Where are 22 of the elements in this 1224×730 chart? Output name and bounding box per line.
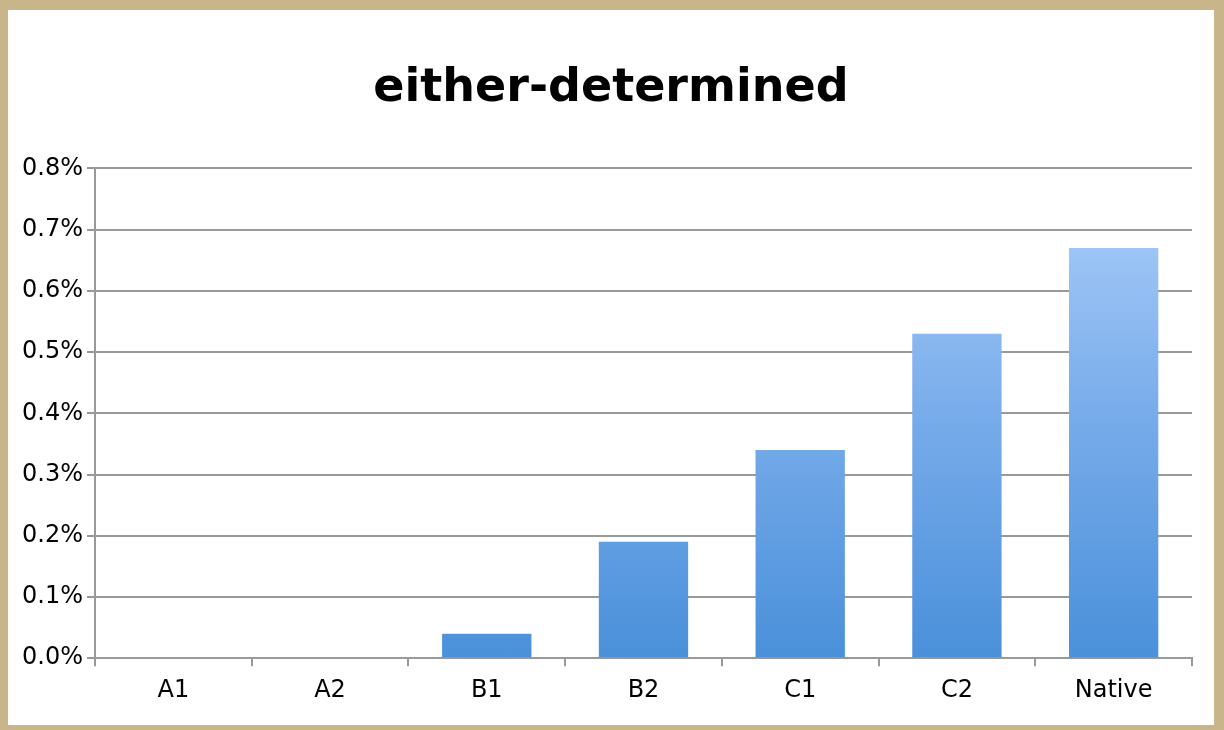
bar (755, 450, 845, 658)
x-tick-label: B2 (627, 674, 660, 703)
y-tick-label: 0.2% (21, 519, 83, 548)
x-tick-label: C2 (940, 674, 973, 703)
y-tick-label: 0.0% (21, 642, 83, 671)
chart-title: either-determined (372, 58, 850, 112)
bar (912, 333, 1002, 658)
y-tick-label: 0.5% (21, 336, 83, 365)
bar (598, 541, 689, 658)
y-tick-label: 0.8% (21, 152, 83, 181)
x-tick-label: B1 (470, 674, 503, 703)
x-tick-label: C1 (784, 674, 817, 703)
y-tick-label: 0.3% (21, 458, 83, 487)
x-tick-label: Native (1074, 674, 1153, 703)
bar (1068, 247, 1159, 658)
x-tick-label: A1 (157, 674, 190, 703)
y-tick-label: 0.6% (21, 275, 83, 304)
y-tick-label: 0.7% (21, 213, 83, 242)
x-tick-label: A2 (314, 674, 346, 703)
y-tick-label: 0.1% (21, 581, 83, 610)
bar (442, 633, 532, 658)
y-tick-label: 0.4% (21, 397, 83, 426)
